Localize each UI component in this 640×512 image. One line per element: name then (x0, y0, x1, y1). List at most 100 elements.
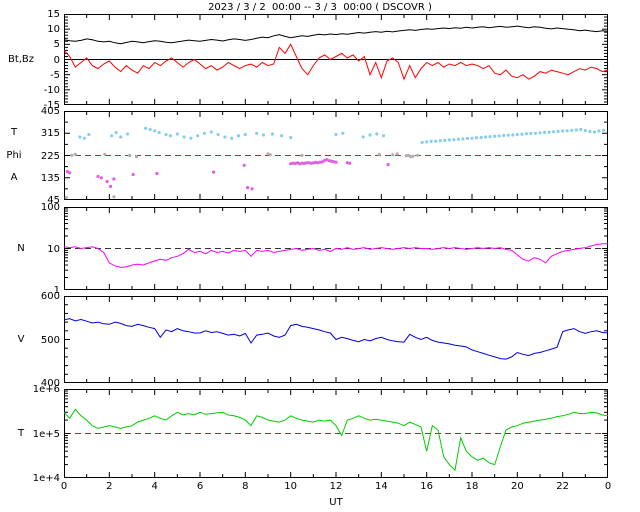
scatter-point (168, 134, 173, 138)
scatter-point (119, 135, 123, 139)
scatter-point (216, 132, 220, 137)
y-tick-label: 10 (47, 243, 60, 255)
y-tick-label: -5 (50, 69, 60, 81)
scatter-point (261, 133, 266, 137)
panel-density-canvas (64, 207, 608, 290)
scatter-point (583, 128, 587, 133)
scatter-point (506, 133, 510, 137)
scatter-point (341, 131, 345, 135)
scatter-point (497, 134, 501, 138)
scatter-point (570, 128, 574, 132)
scatter-point (334, 132, 338, 137)
panel-phi (64, 111, 608, 200)
scatter-point (202, 131, 207, 135)
scatter-phi-indeterminate (64, 152, 420, 200)
scatter-point (361, 135, 365, 139)
scatter-point (291, 161, 295, 165)
axis-side-label-a: A (10, 171, 18, 183)
scatter-point (447, 138, 451, 142)
scatter-point (511, 133, 515, 137)
scatter-point (125, 132, 130, 136)
y-tick-label: 500 (40, 334, 60, 346)
y-tick-label: 100 (40, 202, 60, 213)
x-tick-label: 22 (556, 481, 570, 492)
scatter-point (561, 129, 565, 133)
series-bz-line (64, 43, 608, 81)
scatter-point (461, 137, 465, 141)
scatter-point (212, 170, 216, 174)
x-tick-label: 10 (284, 481, 298, 492)
series-t-line (64, 408, 608, 472)
scatter-point (255, 131, 259, 135)
plot-title: 2023 / 3 / 2 00:00 -- 3 / 3 00:00 ( DSCO… (208, 2, 432, 13)
scatter-point (533, 131, 538, 135)
y-tick-label: 10 (47, 24, 60, 36)
scatter-point (474, 136, 479, 140)
x-tick-label: 12 (329, 481, 343, 492)
scatter-point (153, 129, 157, 133)
scatter-point (189, 136, 193, 140)
scatter-point (242, 163, 246, 167)
axis-label-bt-bz: Bt,Bz (7, 53, 35, 65)
scatter-point (230, 136, 234, 140)
scatter-point (246, 186, 250, 190)
scatter-point (488, 135, 492, 139)
x-tick-label: 20 (510, 481, 524, 492)
scatter-point (386, 163, 390, 167)
panel-bt-bz-canvas (64, 14, 608, 105)
scatter-point (112, 177, 116, 181)
scatter-point (456, 137, 460, 141)
scatter-point (114, 130, 118, 135)
scatter-point (479, 135, 483, 140)
scatter-point (588, 129, 592, 134)
scatter-point (375, 132, 379, 136)
scatter-point (465, 136, 470, 140)
x-tick-label: 6 (196, 481, 204, 492)
scatter-point (108, 184, 113, 188)
scatter-point (128, 153, 132, 158)
scatter-point (131, 172, 135, 177)
x-tick-label: 14 (374, 481, 388, 492)
scatter-point (377, 152, 381, 156)
scatter-point (175, 132, 179, 136)
scatter-point (597, 129, 601, 133)
series-v-line (64, 318, 608, 360)
scatter-point (484, 135, 488, 139)
panel-phi-canvas (64, 111, 608, 200)
scatter-point (538, 131, 542, 135)
axis-label-speed: V (17, 333, 25, 345)
x-tick-label: 16 (420, 481, 434, 492)
axis-side-label-phi: Phi (6, 149, 22, 161)
panel-speed (64, 296, 608, 383)
scatter-point (144, 126, 148, 130)
x-tick-label: 0 (604, 481, 612, 492)
scatter-point (438, 139, 442, 143)
scatter-point (547, 130, 551, 134)
y-tick-label: 600 (40, 291, 60, 302)
scatter-point (420, 140, 424, 144)
scatter-point (70, 153, 74, 157)
panel-temperature-canvas (64, 389, 608, 478)
scatter-point (502, 133, 506, 138)
x-tick-label: 0 (60, 481, 68, 492)
scatter-point (556, 129, 560, 134)
y-tick-label: -15 (43, 100, 60, 111)
scatter-point (280, 134, 284, 138)
scatter-point (395, 152, 399, 156)
axis-side-label-t: T (10, 127, 18, 139)
scatter-point (196, 134, 200, 138)
series-bt-line (64, 25, 608, 45)
axis-label-density: N (17, 242, 25, 254)
scatter-point (579, 127, 583, 132)
scatter-point (304, 161, 309, 165)
x-tick-label: 18 (465, 481, 479, 492)
scatter-point (157, 130, 161, 135)
y-tick-label: 135 (40, 172, 60, 184)
scatter-point (434, 139, 438, 143)
scatter-point (368, 133, 372, 137)
scatter-point (574, 128, 578, 132)
scatter-point (243, 132, 247, 137)
scatter-point (223, 135, 227, 139)
y-tick-label: 1e+5 (32, 428, 60, 440)
scatter-point (429, 139, 433, 143)
